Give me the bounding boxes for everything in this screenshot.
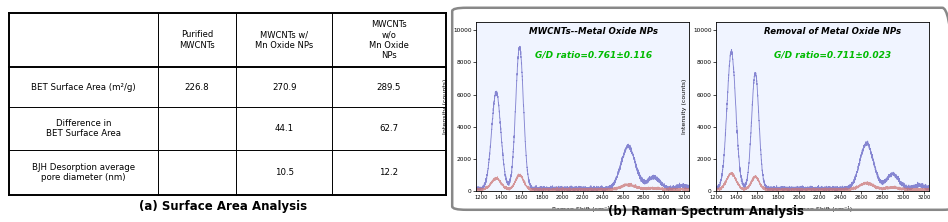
- Text: MWCNTs w/
Mn Oxide NPs: MWCNTs w/ Mn Oxide NPs: [255, 30, 314, 50]
- Text: BJH Desorption average
pore diameter (nm): BJH Desorption average pore diameter (nm…: [32, 163, 136, 182]
- Text: G/D ratio=0.711±0.023: G/D ratio=0.711±0.023: [775, 51, 892, 60]
- X-axis label: Raman Shift (cm⁻¹): Raman Shift (cm⁻¹): [793, 206, 852, 212]
- Text: 226.8: 226.8: [185, 83, 210, 91]
- Text: MWCNTs--Metal Oxide NPs: MWCNTs--Metal Oxide NPs: [529, 27, 658, 36]
- Text: BET Surface Area (m²/g): BET Surface Area (m²/g): [31, 83, 136, 91]
- Y-axis label: Intensity (counts): Intensity (counts): [683, 79, 687, 134]
- Text: (a) Surface Area Analysis: (a) Surface Area Analysis: [138, 200, 307, 213]
- Text: G/D ratio=0.761±0.116: G/D ratio=0.761±0.116: [535, 51, 652, 60]
- Text: 62.7: 62.7: [379, 124, 398, 133]
- Text: 10.5: 10.5: [275, 168, 294, 177]
- X-axis label: Raman Shift (cm⁻¹): Raman Shift (cm⁻¹): [553, 206, 612, 212]
- Text: 289.5: 289.5: [376, 83, 401, 91]
- Text: MWCNTs
w/o
Mn Oxide
NPs: MWCNTs w/o Mn Oxide NPs: [369, 20, 409, 60]
- Text: (b) Raman Spectrum Analysis: (b) Raman Spectrum Analysis: [609, 204, 804, 218]
- Text: 12.2: 12.2: [379, 168, 398, 177]
- Text: Difference in
BET Surface Area: Difference in BET Surface Area: [46, 119, 121, 138]
- Text: 44.1: 44.1: [275, 124, 294, 133]
- Text: 270.9: 270.9: [272, 83, 297, 91]
- Y-axis label: Intensity (counts): Intensity (counts): [443, 79, 447, 134]
- Text: Removal of Metal Oxide NPs: Removal of Metal Oxide NPs: [764, 27, 902, 36]
- Text: Purified
MWCNTs: Purified MWCNTs: [179, 30, 215, 50]
